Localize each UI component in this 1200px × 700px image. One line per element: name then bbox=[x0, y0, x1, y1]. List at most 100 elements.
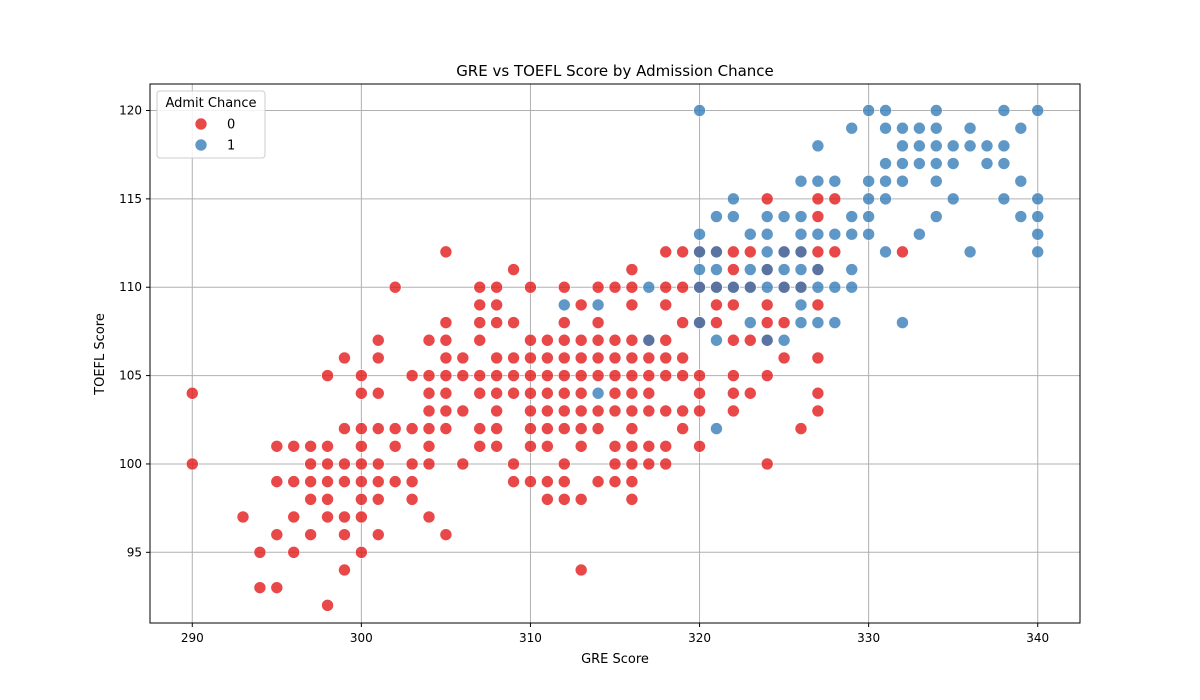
data-point bbox=[304, 492, 317, 506]
data-point bbox=[355, 386, 368, 400]
data-point bbox=[608, 351, 622, 365]
data-point bbox=[676, 351, 689, 365]
data-point bbox=[794, 280, 808, 294]
data-point bbox=[236, 510, 250, 524]
data-point bbox=[710, 316, 723, 329]
data-point bbox=[659, 369, 673, 382]
data-point bbox=[879, 192, 892, 206]
data-point bbox=[760, 457, 774, 471]
data-point bbox=[794, 227, 808, 241]
data-point bbox=[338, 457, 351, 471]
data-point bbox=[355, 475, 368, 488]
data-point bbox=[439, 528, 453, 541]
data-point bbox=[896, 174, 909, 188]
data-point bbox=[760, 298, 774, 312]
plot-area-frame bbox=[149, 83, 1081, 624]
x-axis-label: GRE Score bbox=[581, 652, 649, 667]
data-point bbox=[338, 528, 351, 541]
data-point bbox=[608, 439, 622, 453]
data-point bbox=[557, 386, 571, 400]
data-point bbox=[710, 333, 723, 347]
data-point bbox=[659, 280, 673, 294]
data-point bbox=[727, 245, 740, 259]
data-point bbox=[828, 316, 842, 329]
data-point bbox=[405, 369, 419, 382]
data-point bbox=[676, 369, 689, 382]
x-axis-ticks: 290 300 310 320 330 340 bbox=[181, 623, 1049, 645]
data-point bbox=[574, 492, 588, 506]
data-point bbox=[253, 546, 267, 559]
x-tick-label: 300 bbox=[350, 631, 373, 645]
data-point bbox=[811, 280, 825, 294]
data-point bbox=[794, 298, 808, 312]
legend: Admit Chance 0 1 bbox=[156, 90, 266, 159]
data-point bbox=[642, 404, 656, 418]
data-point bbox=[355, 492, 368, 506]
data-point bbox=[473, 280, 487, 294]
data-point bbox=[727, 298, 740, 312]
data-point bbox=[355, 369, 368, 382]
data-point bbox=[591, 316, 605, 329]
data-point bbox=[997, 192, 1011, 206]
data-point bbox=[439, 422, 453, 435]
data-point bbox=[777, 316, 791, 329]
data-point bbox=[185, 457, 199, 471]
data-point bbox=[608, 404, 622, 418]
data-point bbox=[879, 104, 892, 117]
data-point bbox=[760, 280, 774, 294]
data-point bbox=[541, 351, 554, 365]
data-point bbox=[507, 369, 520, 382]
data-point bbox=[946, 192, 960, 206]
data-point bbox=[490, 316, 503, 329]
data-point bbox=[963, 139, 977, 153]
data-point bbox=[625, 333, 639, 347]
data-point bbox=[862, 104, 875, 117]
data-point bbox=[777, 351, 791, 365]
data-point bbox=[490, 404, 503, 418]
data-point bbox=[422, 510, 436, 524]
y-axis-ticks: 95 100 105 110 115 120 bbox=[119, 104, 150, 559]
data-point bbox=[727, 404, 740, 418]
y-tick-label: 105 bbox=[119, 369, 142, 383]
data-point bbox=[743, 386, 757, 400]
data-point bbox=[574, 422, 588, 435]
data-point bbox=[913, 139, 926, 153]
data-point bbox=[371, 351, 385, 365]
data-point bbox=[710, 245, 723, 259]
data-point bbox=[659, 333, 673, 347]
data-point bbox=[405, 475, 419, 488]
data-point bbox=[693, 369, 706, 382]
data-point bbox=[524, 439, 537, 453]
data-point bbox=[507, 457, 520, 471]
data-point bbox=[963, 121, 977, 135]
y-tick-label: 110 bbox=[119, 280, 142, 294]
data-point bbox=[524, 404, 537, 418]
data-point bbox=[811, 210, 825, 223]
data-point bbox=[405, 492, 419, 506]
data-point bbox=[693, 227, 706, 241]
data-point bbox=[929, 174, 943, 188]
data-point bbox=[794, 210, 808, 223]
data-point bbox=[490, 386, 503, 400]
data-point bbox=[557, 333, 571, 347]
data-point bbox=[405, 422, 419, 435]
data-point bbox=[338, 563, 351, 577]
data-point bbox=[490, 298, 503, 312]
data-point bbox=[625, 457, 639, 471]
series-1 bbox=[557, 104, 1045, 435]
data-point bbox=[929, 157, 943, 170]
data-point bbox=[693, 439, 706, 453]
data-point bbox=[980, 157, 994, 170]
y-tick-label: 115 bbox=[119, 192, 142, 206]
data-point bbox=[557, 422, 571, 435]
data-point bbox=[760, 192, 774, 206]
data-point bbox=[642, 457, 656, 471]
data-point bbox=[828, 227, 842, 241]
data-point bbox=[422, 386, 436, 400]
data-point bbox=[557, 316, 571, 329]
data-point bbox=[591, 404, 605, 418]
data-point bbox=[659, 439, 673, 453]
data-point bbox=[591, 422, 605, 435]
data-point bbox=[777, 210, 791, 223]
data-point bbox=[422, 439, 436, 453]
